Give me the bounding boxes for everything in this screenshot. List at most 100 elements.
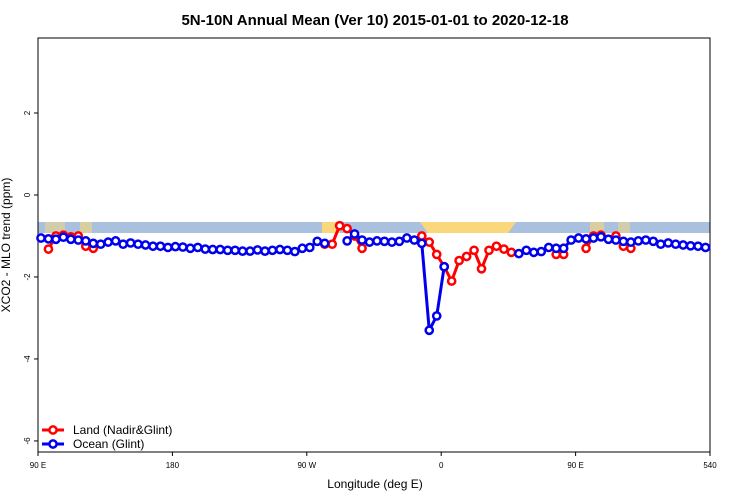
point bbox=[536, 246, 547, 257]
legend-label: Ocean (Glint) bbox=[73, 437, 144, 451]
point bbox=[469, 245, 479, 256]
point bbox=[416, 231, 427, 241]
point bbox=[431, 311, 442, 321]
point bbox=[581, 243, 591, 254]
point bbox=[252, 245, 263, 255]
point bbox=[222, 245, 233, 256]
y-tick-label: -6 bbox=[23, 437, 32, 445]
point bbox=[36, 233, 46, 243]
point bbox=[387, 237, 397, 247]
y-tick-label: 2 bbox=[23, 110, 32, 115]
point bbox=[573, 233, 584, 243]
point bbox=[700, 242, 711, 253]
point bbox=[148, 241, 158, 252]
point bbox=[230, 245, 240, 256]
point bbox=[439, 261, 450, 272]
point bbox=[342, 236, 352, 246]
point bbox=[43, 234, 54, 244]
point bbox=[51, 234, 61, 245]
point bbox=[670, 239, 681, 250]
y-axis-label: XCO2 - MLO trend (ppm) bbox=[0, 178, 13, 313]
point bbox=[163, 242, 173, 253]
point bbox=[431, 249, 442, 260]
point bbox=[290, 246, 300, 257]
point bbox=[125, 238, 136, 248]
point bbox=[215, 244, 226, 255]
point bbox=[678, 240, 688, 250]
point bbox=[155, 241, 166, 252]
point bbox=[558, 243, 569, 254]
point bbox=[416, 238, 427, 249]
point bbox=[611, 235, 621, 245]
x-tick-label: 90 E bbox=[567, 461, 583, 470]
point bbox=[581, 234, 591, 244]
point bbox=[685, 240, 696, 251]
point bbox=[58, 232, 69, 243]
point bbox=[379, 236, 390, 247]
point bbox=[260, 246, 270, 256]
legend-marker bbox=[48, 425, 58, 435]
x-axis-label: Longitude (deg E) bbox=[327, 477, 422, 491]
point bbox=[207, 244, 218, 255]
x-tick-label: 540 bbox=[703, 461, 717, 470]
point bbox=[551, 243, 562, 254]
point bbox=[170, 241, 181, 252]
point bbox=[237, 246, 248, 256]
point bbox=[88, 238, 99, 249]
point bbox=[446, 276, 457, 286]
map-strip bbox=[38, 222, 710, 233]
point bbox=[640, 235, 651, 245]
point bbox=[663, 238, 674, 248]
x-tick-label: 90 W bbox=[297, 461, 316, 470]
point bbox=[491, 241, 502, 252]
point bbox=[185, 243, 196, 254]
point bbox=[372, 236, 382, 246]
point bbox=[133, 239, 143, 250]
x-tick-label: 180 bbox=[166, 461, 180, 470]
legend-marker bbox=[48, 439, 58, 449]
point bbox=[327, 239, 338, 250]
point bbox=[43, 244, 54, 254]
point bbox=[454, 255, 464, 266]
point bbox=[66, 234, 76, 245]
point bbox=[603, 234, 614, 245]
legend-label: Land (Nadir&Glint) bbox=[73, 423, 172, 437]
point bbox=[178, 242, 188, 252]
point bbox=[245, 246, 255, 256]
point bbox=[110, 236, 121, 246]
y-tick-label: 0 bbox=[23, 192, 32, 197]
point bbox=[424, 325, 435, 336]
point bbox=[364, 237, 375, 247]
chart-title: 5N-10N Annual Mean (Ver 10) 2015-01-01 t… bbox=[181, 12, 568, 29]
point bbox=[357, 235, 367, 245]
point bbox=[626, 237, 636, 247]
point bbox=[476, 263, 487, 274]
point bbox=[304, 242, 315, 253]
point bbox=[192, 242, 203, 253]
y-tick-label: -4 bbox=[23, 355, 32, 363]
series-line bbox=[40, 231, 706, 336]
point bbox=[80, 236, 91, 246]
point bbox=[334, 220, 345, 231]
point bbox=[200, 244, 211, 254]
plot-frame bbox=[37, 37, 711, 453]
point bbox=[73, 235, 84, 245]
x-tick-label: 0 bbox=[439, 461, 444, 470]
point bbox=[319, 238, 330, 249]
y-tick-label: -2 bbox=[23, 273, 32, 281]
point bbox=[655, 239, 666, 250]
point bbox=[118, 239, 128, 250]
x-tick-label: 90 E bbox=[30, 461, 46, 470]
point bbox=[402, 233, 412, 243]
point bbox=[528, 247, 539, 258]
point bbox=[342, 223, 352, 234]
point bbox=[409, 235, 420, 245]
legend: Land (Nadir&Glint)Ocean (Glint) bbox=[42, 423, 172, 451]
point bbox=[514, 248, 524, 259]
point bbox=[461, 251, 472, 262]
point bbox=[566, 235, 576, 245]
point bbox=[596, 231, 606, 242]
point bbox=[357, 243, 367, 254]
point bbox=[648, 236, 659, 247]
